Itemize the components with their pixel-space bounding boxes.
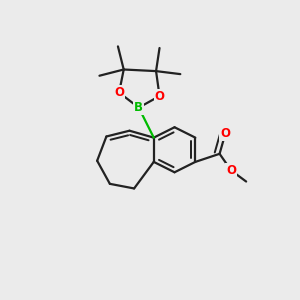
Text: O: O — [226, 164, 236, 177]
Text: O: O — [154, 90, 164, 103]
Text: B: B — [134, 101, 143, 114]
Text: O: O — [220, 127, 230, 140]
Text: O: O — [114, 86, 124, 99]
